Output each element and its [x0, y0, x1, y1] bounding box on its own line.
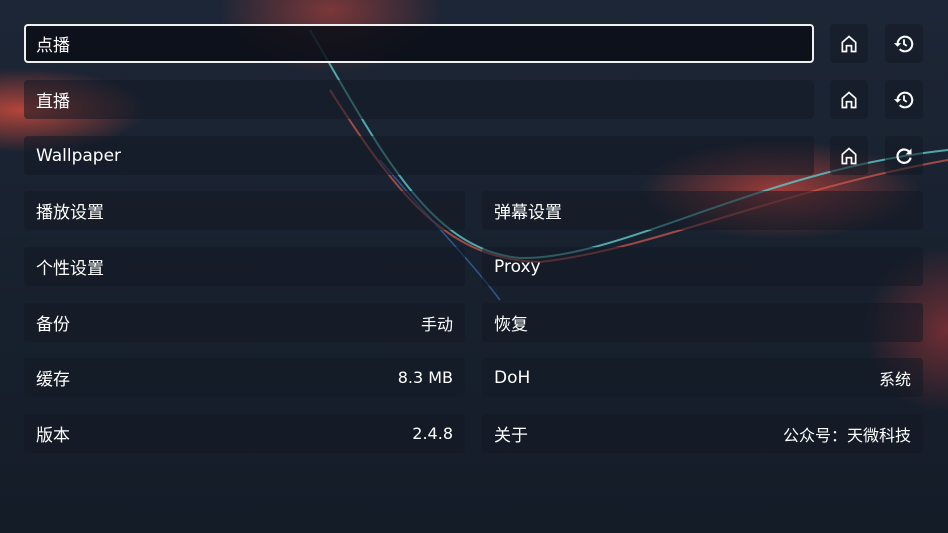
version-row[interactable]: 版本 2.4.8 — [24, 414, 465, 453]
vod-label: 点播 — [36, 36, 70, 56]
cache-value: 8.3 MB — [397, 368, 453, 387]
wallpaper-refresh-button[interactable] — [885, 136, 923, 175]
vod-history-button[interactable] — [885, 24, 923, 63]
about-row[interactable]: 关于 公众号：天微科技 — [482, 414, 923, 453]
vod-row[interactable]: 点播 — [24, 24, 814, 63]
vod-home-button[interactable] — [830, 24, 868, 63]
cache-label: 缓存 — [36, 370, 70, 390]
cache-row[interactable]: 缓存 8.3 MB — [24, 358, 465, 397]
live-history-button[interactable] — [885, 80, 923, 119]
about-value: 公众号：天微科技 — [782, 425, 911, 445]
backup-value: 手动 — [420, 314, 453, 334]
backup-label: 备份 — [36, 315, 70, 335]
playback-settings[interactable]: 播放设置 — [24, 191, 465, 230]
personal-settings[interactable]: 个性设置 — [24, 247, 465, 286]
live-home-button[interactable] — [830, 80, 868, 119]
proxy-label: Proxy — [494, 256, 541, 277]
doh-value: 系统 — [878, 369, 911, 389]
version-value: 2.4.8 — [412, 424, 453, 443]
about-label: 关于 — [494, 426, 528, 446]
danmaku-label: 弹幕设置 — [494, 203, 562, 223]
version-label: 版本 — [36, 426, 70, 446]
restore-label: 恢复 — [494, 315, 528, 335]
history-icon — [893, 35, 914, 52]
proxy-settings[interactable]: Proxy — [482, 247, 923, 286]
home-icon — [841, 34, 857, 52]
history-icon — [893, 91, 914, 108]
personal-label: 个性设置 — [36, 259, 104, 279]
restore-row[interactable]: 恢复 — [482, 303, 923, 342]
backup-row[interactable]: 备份 手动 — [24, 303, 465, 342]
wallpaper-row[interactable]: Wallpaper — [24, 136, 814, 175]
playback-label: 播放设置 — [36, 203, 104, 223]
live-label: 直播 — [36, 92, 70, 112]
wallpaper-label: Wallpaper — [36, 145, 122, 166]
live-row[interactable]: 直播 — [24, 80, 814, 119]
danmaku-settings[interactable]: 弹幕设置 — [482, 191, 923, 230]
doh-label: DoH — [494, 367, 531, 388]
home-icon — [841, 90, 857, 108]
home-icon — [841, 146, 857, 164]
doh-row[interactable]: DoH 系统 — [482, 358, 923, 397]
refresh-icon — [896, 147, 912, 164]
wallpaper-home-button[interactable] — [830, 136, 868, 175]
